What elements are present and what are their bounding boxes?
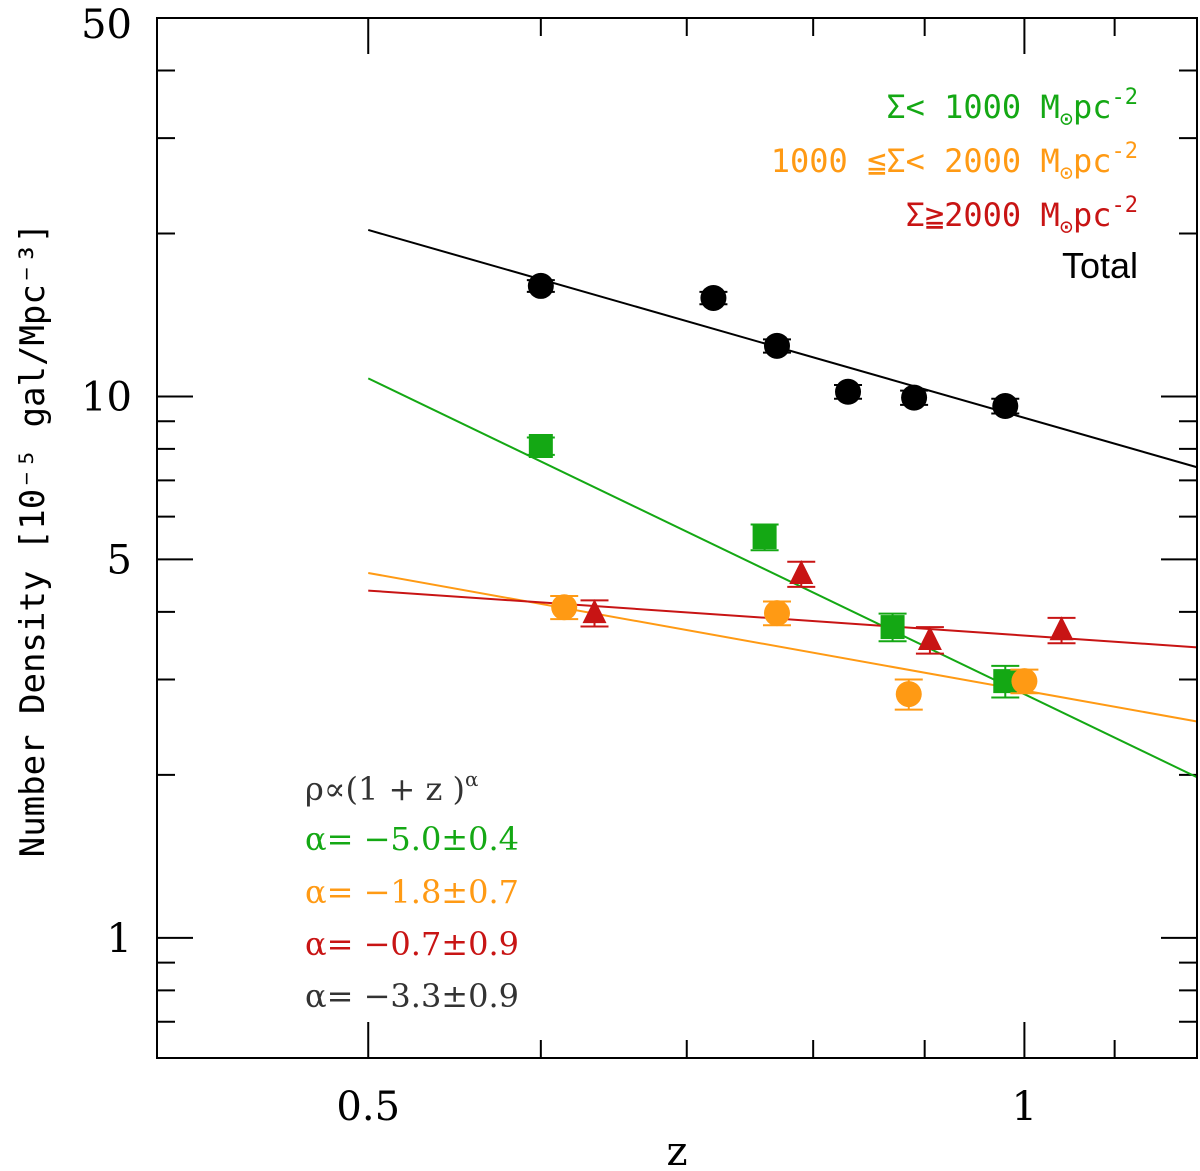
data-point [526,272,555,299]
square-marker [528,433,553,458]
circle-marker [901,384,928,411]
circle-marker [763,600,790,627]
data-point [878,612,907,643]
circle-marker [527,272,554,299]
circle-marker [700,284,727,311]
legend-entry: 1000 ≦Σ< 2000 M⊙pc-2 [771,139,1138,186]
circle-marker [551,594,578,621]
data-point [699,284,728,311]
circle-marker [895,681,922,708]
x-tick-label: 0.5 [336,1084,400,1130]
data-point [550,594,579,621]
data-point [900,384,929,411]
legend-entry: Total [1062,245,1138,286]
x-tick-label: 1 [1012,1084,1037,1130]
data-points [526,272,1076,711]
circle-marker [835,378,862,405]
alpha-value: α= −1.8±0.7 [305,873,519,911]
data-point [762,332,791,359]
alpha-value: α= −3.3±0.9 [305,977,519,1015]
data-point [991,393,1020,420]
y-tick-label: 10 [81,374,132,420]
data-point [526,433,555,458]
legend: Σ< 1000 M⊙pc-2 1000 ≦Σ< 2000 M⊙pc-2 Σ≧2000… [771,85,1138,286]
fit-annotation: ρ∝(1 + z )α α= −5.0±0.4 α= −1.8±0.7 α= −0.7… [305,767,519,1015]
triangle-marker [582,599,607,624]
data-point [915,625,944,655]
data-point [580,599,609,628]
plot-frame [156,17,1198,1059]
fit-line [367,377,1198,779]
circle-marker [1011,668,1038,695]
x-axis-label: z [666,1129,687,1171]
data-point [750,523,779,552]
triangle-marker [917,625,942,650]
square-marker [752,525,777,550]
data-point [1010,668,1039,695]
fit-lines [367,228,1198,779]
y-tick-label: 5 [107,537,132,583]
circle-marker [763,332,790,359]
y-axis-label: Number Density [10⁻⁵ gal/Mpc⁻³] [13,223,53,858]
fit-line [368,572,1198,723]
legend-entry: Σ≧2000 M⊙pc-2 [906,193,1138,240]
data-point [834,378,863,405]
triangle-marker [789,559,814,584]
data-point [762,600,791,627]
x-tick-labels: 0.5 1 [336,1084,1037,1130]
square-marker [880,615,905,640]
data-point [787,559,816,588]
triangle-marker [1049,616,1074,641]
y-tick-labels: 1 5 10 50 [81,2,132,962]
data-point [1047,616,1076,645]
circle-marker [992,393,1019,420]
alpha-value: α= −0.7±0.9 [305,925,519,963]
legend-entry: Σ< 1000 M⊙pc-2 [886,85,1138,132]
data-point [894,678,923,711]
relation-text: ρ∝(1 + z )α [305,767,479,808]
alpha-value: α= −5.0±0.4 [305,820,519,858]
data-point [991,664,1020,699]
y-tick-label: 1 [107,916,132,962]
y-tick-label: 50 [81,2,132,48]
